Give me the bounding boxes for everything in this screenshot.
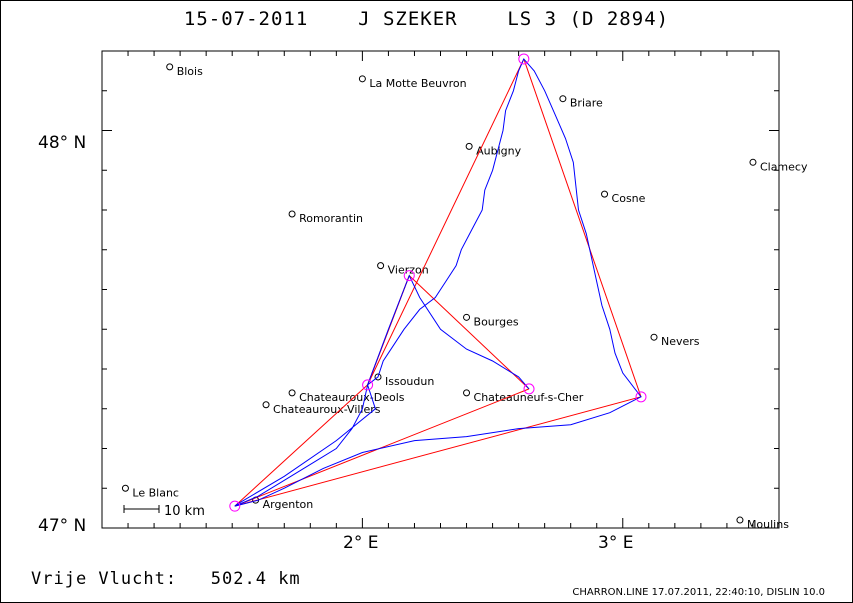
flight-title: 15-07-2011 J SZEKER LS 3 (D 2894) [0,8,853,30]
scale-bar: 10 km [123,504,205,519]
city-label: Nevers [661,335,700,348]
city-marker [288,389,296,397]
city-label: Argenton [263,498,314,511]
city-label: Chateauroux-Villers [273,403,381,416]
city-label: Bourges [474,315,519,328]
flight-date: 15-07-2011 [183,8,309,30]
turnpoint-marker [229,500,241,512]
flight-track [234,58,642,507]
city-label: Chateauroux-Deols [299,391,405,404]
city-marker [465,142,473,150]
city-label: Vierzon [388,264,429,277]
turnpoint-marker [635,391,647,403]
task-leg [234,384,368,507]
city-label: Briare [570,97,603,110]
city-marker [121,484,129,492]
task-leg [408,275,530,390]
lon-label-3: 3° E [598,533,633,553]
distance-readout: Vrije Vlucht: 502.4 km [31,569,301,589]
city-label: Romorantin [299,212,363,225]
city-marker [166,63,174,71]
city-marker [358,75,366,83]
city-marker [463,313,471,321]
lat-label-47: 47° N [38,516,86,536]
city-marker [374,373,382,381]
city-label: Chateauneuf-s-Cher [474,391,584,404]
distance-value: 502.4 km [210,569,301,589]
city-label: Clamecy [760,160,808,173]
turnpoint-marker [523,383,535,395]
city-label: Cosne [612,192,646,205]
turnpoint-marker [362,379,374,391]
city-marker [288,210,296,218]
task-leg [367,58,525,386]
glider-name: LS 3 (D 2894) [507,8,670,30]
city-marker [749,158,757,166]
city-marker [377,262,385,270]
pilot-name: J SZEKER [358,8,458,30]
lon-label-2: 2° E [343,533,378,553]
city-label: Moulins [747,518,789,531]
city-marker [736,516,744,524]
axis-ticks [101,50,780,529]
turnpoint-markers [229,53,647,512]
city-label: La Motte Beuvron [369,77,466,90]
distance-label: Vrije Vlucht: [31,569,178,589]
city-marker [262,401,270,409]
credit-line: CHARRON.LINE 17.07.2011, 22:40:10, DISLI… [572,587,825,598]
city-markers: Blois La Motte Beuvron Briare Aubigny Clamec… [121,63,808,531]
task-leg [234,388,530,507]
city-label: Aubigny [476,144,521,157]
turnpoint-marker [403,270,415,282]
task-leg [523,58,642,397]
city-label: Issoudun [385,375,434,388]
scale-bar-label: 10 km [164,504,205,519]
city-label: Blois [177,65,203,78]
city-marker [559,95,567,103]
city-marker [650,333,658,341]
lat-label-48: 48° N [38,133,86,153]
city-marker [601,190,609,198]
city-marker [463,389,471,397]
city-label: Le Blanc [132,486,179,499]
turnpoint-marker [518,53,530,65]
task-leg [234,396,642,507]
